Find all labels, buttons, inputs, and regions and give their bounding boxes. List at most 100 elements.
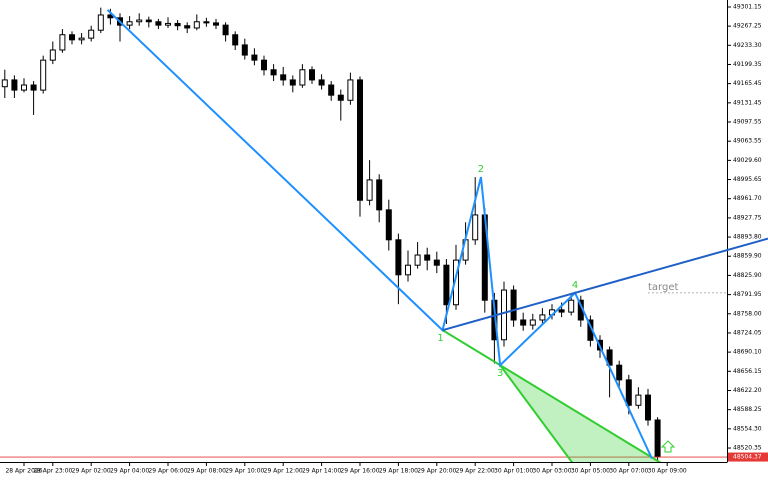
candle-body — [97, 14, 104, 31]
y-tick-label: 48961.70 — [733, 195, 762, 202]
candle-body — [308, 69, 315, 81]
x-tick-label: 30 Apr 03:00 — [532, 468, 571, 475]
x-tick-label: 29 Apr 16:00 — [340, 468, 379, 475]
zigzag-line — [106, 9, 653, 459]
pattern-point-label: 4 — [572, 280, 578, 291]
target-label: target — [648, 282, 678, 293]
candle-body — [452, 259, 459, 306]
x-tick-label: 29 Apr 06:00 — [148, 468, 187, 475]
candle-body — [616, 364, 623, 381]
candle-body — [472, 214, 479, 241]
y-tick-label: 48893.80 — [733, 234, 762, 241]
x-tick-label: 30 Apr 01:00 — [494, 468, 533, 475]
candle-body — [241, 44, 248, 56]
candle-body — [404, 264, 411, 276]
candle-body — [299, 69, 306, 86]
wedge-lower-line — [499, 364, 574, 462]
candle-body — [222, 24, 229, 36]
candle-body — [40, 59, 47, 91]
x-tick-label: 30 Apr 09:00 — [648, 468, 687, 475]
y-tick-label: 48758.00 — [733, 310, 762, 317]
x-tick-label: 29 Apr 22:00 — [456, 468, 495, 475]
candle-body — [68, 34, 75, 41]
candle-body — [654, 419, 661, 458]
candle-body — [30, 84, 37, 91]
x-tick-label: 29 Apr 14:00 — [302, 468, 341, 475]
y-tick-label: 49267.25 — [733, 23, 762, 30]
x-tick-label: 29 Apr 20:00 — [417, 468, 456, 475]
y-tick-label: 48995.65 — [733, 176, 762, 183]
trend-line — [442, 237, 768, 332]
pattern-point-label: 3 — [497, 368, 503, 379]
candle-body — [203, 21, 210, 24]
y-tick-label: 48825.90 — [733, 272, 762, 279]
candle-body — [568, 299, 575, 313]
candle-body — [337, 94, 344, 101]
candle-body — [539, 314, 546, 321]
y-tick-label: 48859.90 — [733, 253, 762, 260]
candle-body — [11, 79, 18, 91]
x-tick-label: 29 Apr 08:00 — [187, 468, 226, 475]
y-tick-label: 48690.10 — [733, 349, 762, 356]
x-tick-label: 28 Apr 23:00 — [33, 468, 72, 475]
candle-body — [164, 22, 171, 26]
x-tick-label: 28 Apr 2026 — [5, 468, 42, 475]
candle-body — [289, 79, 296, 86]
candle-body — [212, 22, 219, 26]
y-tick-label: 48622.20 — [733, 387, 762, 394]
y-tick-label: 48927.75 — [733, 214, 762, 221]
pattern-point-label: 2 — [478, 164, 484, 175]
candle-body — [155, 21, 162, 26]
y-tick-label: 48554.30 — [733, 425, 762, 432]
candle-body — [136, 19, 143, 23]
y-tick-label: 49233.30 — [733, 42, 762, 49]
x-tick-label: 29 Apr 02:00 — [72, 468, 111, 475]
x-tick-label: 30 Apr 07:00 — [609, 468, 648, 475]
candle-body — [145, 19, 152, 23]
candle-body — [644, 394, 651, 421]
candle-body — [251, 54, 258, 61]
up-arrow — [660, 440, 676, 453]
candle-body — [270, 69, 277, 76]
plot-area — [0, 7, 727, 462]
candle-body — [126, 21, 133, 26]
candle-body — [232, 34, 239, 46]
y-tick-label: 48724.05 — [733, 329, 762, 336]
y-tick-label: 48791.95 — [733, 291, 762, 298]
candle-body — [59, 34, 66, 51]
candle-body — [356, 79, 363, 201]
candle-body — [635, 394, 642, 406]
y-tick-label: 49063.55 — [733, 138, 762, 145]
candle-body — [88, 29, 95, 39]
y-tick-label: 48588.25 — [733, 406, 762, 413]
y-tick-label: 49165.45 — [733, 80, 762, 87]
candle-body — [424, 254, 431, 261]
y-tick-label: 49131.45 — [733, 99, 762, 106]
candle-body — [443, 264, 450, 306]
candle-body — [433, 259, 440, 266]
last-price-box — [728, 452, 768, 462]
candle-body — [260, 59, 267, 71]
x-tick-label: 29 Apr 04:00 — [110, 468, 149, 475]
x-tick-label: 29 Apr 12:00 — [264, 468, 303, 475]
wedge-upper-line — [442, 329, 662, 462]
pattern-point-label: 1 — [437, 333, 443, 344]
candle-body — [347, 79, 354, 101]
y-tick-label: 49097.55 — [733, 118, 762, 125]
candle-body — [520, 319, 527, 326]
y-tick-label: 48656.15 — [733, 368, 762, 375]
y-tick-label: 49199.35 — [733, 61, 762, 68]
candle-body — [20, 84, 27, 91]
candle-body — [184, 25, 191, 29]
candle-body — [280, 74, 287, 81]
candle-body — [510, 289, 517, 321]
y-tick-label: 49301.15 — [733, 3, 762, 10]
candle-body — [174, 22, 181, 27]
candle-body — [318, 79, 325, 86]
candle-body — [414, 254, 421, 266]
candle-body — [49, 49, 56, 61]
candle-body — [385, 209, 392, 241]
candle-body — [78, 37, 85, 41]
